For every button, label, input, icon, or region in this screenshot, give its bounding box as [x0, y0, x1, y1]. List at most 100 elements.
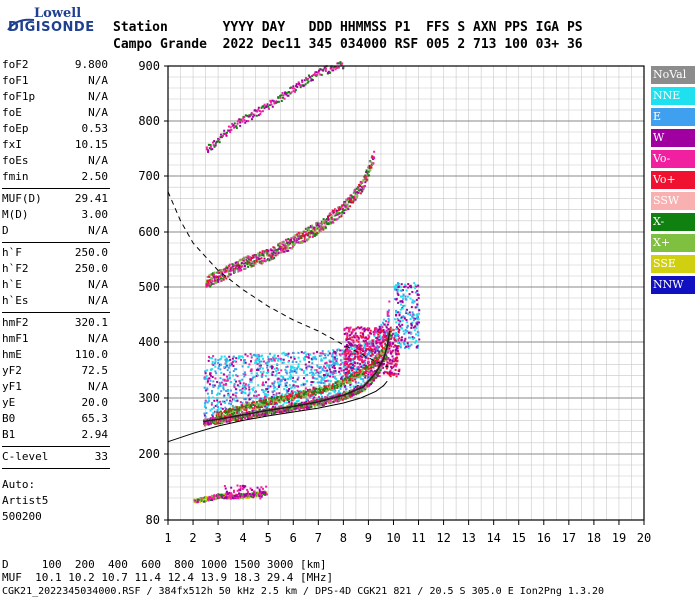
es-echo [197, 498, 200, 501]
faint-echo [223, 129, 226, 132]
faint-echo [311, 79, 314, 82]
spread-f-echo [376, 335, 379, 338]
o-trace-echo [302, 407, 305, 410]
spread-f-echo [242, 361, 245, 364]
multihop-echo [245, 256, 248, 259]
spread-f-echo [325, 372, 328, 375]
multihop-echo [343, 203, 346, 206]
multihop-echo [368, 164, 371, 167]
x-trace-echo [340, 381, 343, 384]
multihop-echo [315, 227, 318, 230]
param-name: hmE [2, 348, 22, 361]
multihop-echo [341, 212, 344, 215]
param-name: fxI [2, 138, 22, 151]
x-trace-echo [337, 380, 340, 383]
spread-f-echo [206, 378, 209, 381]
x-trace-echo [356, 376, 359, 379]
spread-f-echo [394, 288, 397, 291]
spread-f-echo [263, 404, 266, 407]
spread-f-echo [207, 396, 210, 399]
spread-f-echo [382, 338, 385, 341]
o-trace-echo [288, 404, 291, 407]
spread-f-echo [332, 358, 335, 361]
multihop-echo [312, 235, 315, 238]
x-trace-echo [319, 389, 322, 392]
faint-echo [304, 77, 307, 80]
spread-f-echo [416, 346, 419, 349]
multihop-echo [248, 263, 251, 266]
spread-f-echo [235, 374, 238, 377]
multihop-echo [207, 280, 210, 283]
spread-f-echo [365, 354, 368, 357]
autoscaling-note: 500200 [2, 510, 42, 523]
spread-f-echo [410, 322, 413, 325]
spread-f-echo [310, 383, 313, 386]
spread-f-echo [343, 385, 346, 388]
faint-echo [335, 65, 338, 68]
spread-f-echo [389, 375, 392, 378]
spread-f-echo [266, 366, 269, 369]
o-trace-echo [274, 409, 277, 412]
multihop-echo [300, 237, 303, 240]
param-row: foEp 0.53 [2, 122, 108, 138]
faint-echo [285, 93, 288, 96]
spread-f-echo [203, 414, 206, 417]
spread-f-echo [262, 390, 265, 393]
spread-f-echo [236, 375, 239, 378]
multihop-echo [359, 192, 362, 195]
o-trace-echo [315, 403, 318, 406]
spread-f-echo [375, 342, 378, 345]
multihop-echo [276, 249, 279, 252]
spread-f-echo [321, 395, 324, 398]
spread-f-echo [219, 377, 222, 380]
multihop-echo [317, 224, 320, 227]
spread-f-echo [304, 363, 307, 366]
multihop-echo [257, 260, 260, 263]
o-trace-echo [210, 418, 213, 421]
multihop-echo [248, 257, 251, 260]
multihop-echo [329, 222, 332, 225]
x-trace-echo [249, 406, 252, 409]
multihop-echo [234, 271, 237, 274]
multihop-echo [364, 178, 367, 181]
o-trace-echo [380, 367, 383, 370]
spread-f-echo [321, 367, 324, 370]
spread-f-echo [395, 363, 398, 366]
spread-f-echo [402, 315, 405, 318]
spread-f-echo [230, 403, 233, 406]
multihop-echo [258, 251, 261, 254]
o-trace-echo [336, 397, 339, 400]
o-trace-echo [373, 378, 376, 381]
spread-f-echo [297, 356, 300, 359]
spread-f-echo [369, 370, 372, 373]
spread-f-echo [353, 353, 356, 356]
spread-f-echo [372, 342, 375, 345]
spread-f-echo [368, 340, 371, 343]
spread-f-echo [409, 318, 412, 321]
x-trace-echo [371, 363, 374, 366]
o-trace-echo [349, 392, 352, 395]
spread-f-echo [272, 387, 275, 390]
x-trace-echo [264, 399, 267, 402]
spread-f-echo [406, 330, 409, 333]
spread-f-echo [364, 351, 367, 354]
spread-f-echo [259, 397, 262, 400]
o-trace-echo [366, 384, 369, 387]
o-trace-echo [329, 399, 332, 402]
spread-f-echo [302, 371, 305, 374]
multihop-echo [212, 275, 215, 278]
multihop-echo [273, 256, 276, 259]
spread-f-echo [312, 372, 315, 375]
spread-f-echo [320, 376, 323, 379]
spread-f-echo [349, 342, 352, 345]
spread-f-echo [323, 377, 326, 380]
x-trace-echo [337, 382, 340, 385]
x-trace-echo [313, 392, 316, 395]
faint-echo [253, 114, 256, 117]
param-name: foE [2, 106, 22, 119]
spread-f-echo [249, 370, 252, 373]
spread-f-echo [367, 362, 370, 365]
spread-f-echo [311, 356, 314, 359]
multihop-echo [338, 212, 341, 215]
spread-f-echo [416, 306, 419, 309]
